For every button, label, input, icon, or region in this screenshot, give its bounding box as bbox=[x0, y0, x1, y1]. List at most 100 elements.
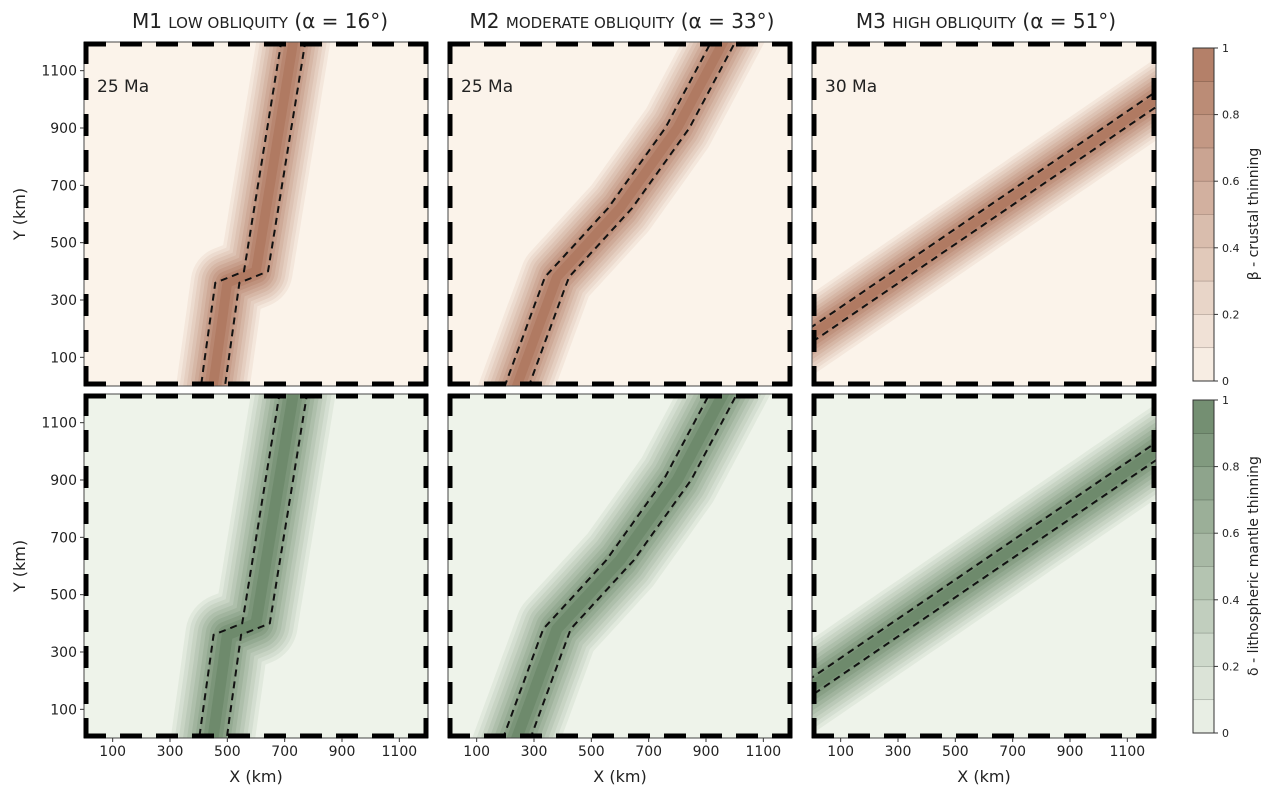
colorbar-step bbox=[1193, 433, 1214, 468]
y-tick-label: 300 bbox=[50, 645, 77, 661]
contour-band bbox=[208, 42, 299, 386]
colorbar-step bbox=[1193, 499, 1214, 534]
panel bbox=[447, 41, 793, 387]
dashed-boundary-line bbox=[527, 42, 737, 386]
contour-band bbox=[510, 394, 730, 738]
colorbar-step bbox=[1193, 666, 1214, 701]
dashed-boundary-line bbox=[503, 42, 713, 386]
colorbar-step bbox=[1193, 214, 1214, 249]
colorbar-label-beta: β - crustal thinning bbox=[1246, 148, 1262, 281]
x-tick-label: 900 bbox=[693, 744, 720, 760]
contour-band bbox=[207, 394, 299, 738]
colorbar-tick-label: 0.4 bbox=[1222, 594, 1240, 607]
panel-grid: 1003005007009001100100300500700900110010… bbox=[41, 41, 1157, 760]
panel-frame bbox=[811, 41, 1157, 387]
x-tick-label: 300 bbox=[157, 744, 184, 760]
x-axis-label-m1: X (km) bbox=[229, 767, 282, 786]
colorbar-tick-label: 0.8 bbox=[1222, 461, 1240, 474]
time-label-m1: 25 Ma bbox=[97, 77, 149, 97]
x-tick-label: 900 bbox=[329, 744, 356, 760]
x-tick-label: 500 bbox=[214, 744, 241, 760]
panel: 100 300 500 700 900 1100 bbox=[447, 393, 793, 760]
colorbar-tick-label: 0.4 bbox=[1222, 242, 1240, 255]
colorbar-tick-label: 0.2 bbox=[1222, 308, 1240, 321]
x-tick-label: 300 bbox=[885, 744, 912, 760]
x-tick-label: 1100 bbox=[746, 744, 782, 760]
colorbar-step bbox=[1193, 48, 1214, 82]
panel-frame bbox=[83, 393, 429, 739]
x-axis-label-m3: X (km) bbox=[957, 767, 1010, 786]
x-tick-label: 1100 bbox=[382, 744, 418, 760]
obliquity-label: MODERATE OBLIQUITY bbox=[506, 14, 675, 32]
contour-band bbox=[812, 445, 1156, 693]
panel: 100 300 500 700 900 1100 bbox=[41, 41, 429, 387]
colorbar-tick-label: 0.6 bbox=[1222, 175, 1240, 188]
dashed-boundary-line bbox=[501, 394, 711, 738]
dashed-boundary-line bbox=[223, 42, 307, 386]
colorbar-step bbox=[1193, 314, 1214, 349]
colorbar-label-delta: δ - lithospheric mantle thinning bbox=[1246, 456, 1262, 676]
colorbar-step bbox=[1193, 566, 1214, 601]
colorbar-tick-label: 0 bbox=[1222, 727, 1229, 740]
x-tick-label: 1100 bbox=[1110, 744, 1146, 760]
y-tick-label: 900 bbox=[50, 121, 77, 137]
y-tick-label: 500 bbox=[50, 236, 77, 252]
colorbar-frame bbox=[1192, 399, 1215, 734]
colorbar-tick-label: 0.8 bbox=[1222, 109, 1240, 122]
x-tick-label: 300 bbox=[521, 744, 548, 760]
colorbar-step bbox=[1193, 281, 1214, 315]
y-axis-label-top: Y (km) bbox=[10, 188, 29, 241]
y-tick-label: 300 bbox=[50, 293, 77, 309]
column-title-m1: M1 LOW OBLIQUITY (α = 16°) bbox=[132, 9, 388, 33]
colorbar-step bbox=[1193, 347, 1214, 382]
y-tick-label: 1100 bbox=[41, 416, 77, 432]
time-label-m3: 30 Ma bbox=[825, 77, 877, 97]
dashed-boundary-line bbox=[198, 394, 281, 738]
colorbar-tick-label: 0.6 bbox=[1222, 527, 1240, 540]
x-tick-label: 100 bbox=[827, 744, 854, 760]
colorbar-tick-label: 1 bbox=[1222, 42, 1229, 55]
colorbar-tick-label: 1 bbox=[1222, 394, 1229, 407]
x-tick-label: 900 bbox=[1057, 744, 1084, 760]
time-label-m2: 25 Ma bbox=[461, 77, 513, 97]
contour-band bbox=[511, 42, 729, 386]
colorbar-frame bbox=[1192, 47, 1215, 382]
y-tick-label: 100 bbox=[50, 350, 77, 366]
y-axis-label-bottom: Y (km) bbox=[10, 540, 29, 593]
model-label: M3 bbox=[856, 9, 886, 33]
panel-frame bbox=[447, 393, 793, 739]
colorbar: 0 0.2 0.4 0.6 0.8 1 bbox=[1192, 394, 1240, 740]
column-title-m2: M2 MODERATE OBLIQUITY (α = 33°) bbox=[470, 9, 775, 33]
x-tick-label: 500 bbox=[942, 744, 969, 760]
dashed-boundary-line bbox=[529, 394, 739, 738]
angle-label: (α = 16°) bbox=[294, 9, 388, 33]
colorbars: 0 0.2 0.4 0.6 0.8 1 0 0.2 0.4 0.6 0.8 1 bbox=[1192, 42, 1240, 740]
panel bbox=[811, 41, 1157, 387]
y-tick-label: 700 bbox=[50, 178, 77, 194]
obliquity-label: HIGH OBLIQUITY bbox=[892, 14, 1017, 32]
colorbar-step bbox=[1193, 147, 1214, 182]
dashed-boundary-line bbox=[199, 42, 283, 386]
colorbar-step bbox=[1193, 699, 1214, 734]
angle-label: (α = 51°) bbox=[1022, 9, 1116, 33]
y-tick-label: 1100 bbox=[41, 64, 77, 80]
column-title-m3: M3 HIGH OBLIQUITY (α = 51°) bbox=[856, 9, 1116, 33]
colorbar-step bbox=[1193, 633, 1214, 667]
x-tick-label: 500 bbox=[578, 744, 605, 760]
colorbar-step bbox=[1193, 533, 1214, 567]
colorbar-step bbox=[1193, 400, 1214, 434]
panel: 100 300 500 700 900 1100 100 300 500 700 900 1100 bbox=[41, 393, 429, 760]
panel-frame bbox=[811, 393, 1157, 739]
colorbar-tick-label: 0.2 bbox=[1222, 660, 1240, 673]
x-tick-label: 700 bbox=[271, 744, 298, 760]
colorbar-step bbox=[1193, 466, 1214, 501]
colorbar-step bbox=[1193, 114, 1214, 149]
colorbar-step bbox=[1193, 247, 1214, 282]
angle-label: (α = 33°) bbox=[681, 9, 775, 33]
x-tick-label: 700 bbox=[999, 744, 1026, 760]
y-tick-label: 900 bbox=[50, 473, 77, 489]
panel-frame bbox=[83, 41, 429, 387]
obliquity-label: LOW OBLIQUITY bbox=[168, 14, 288, 32]
x-tick-label: 700 bbox=[635, 744, 662, 760]
